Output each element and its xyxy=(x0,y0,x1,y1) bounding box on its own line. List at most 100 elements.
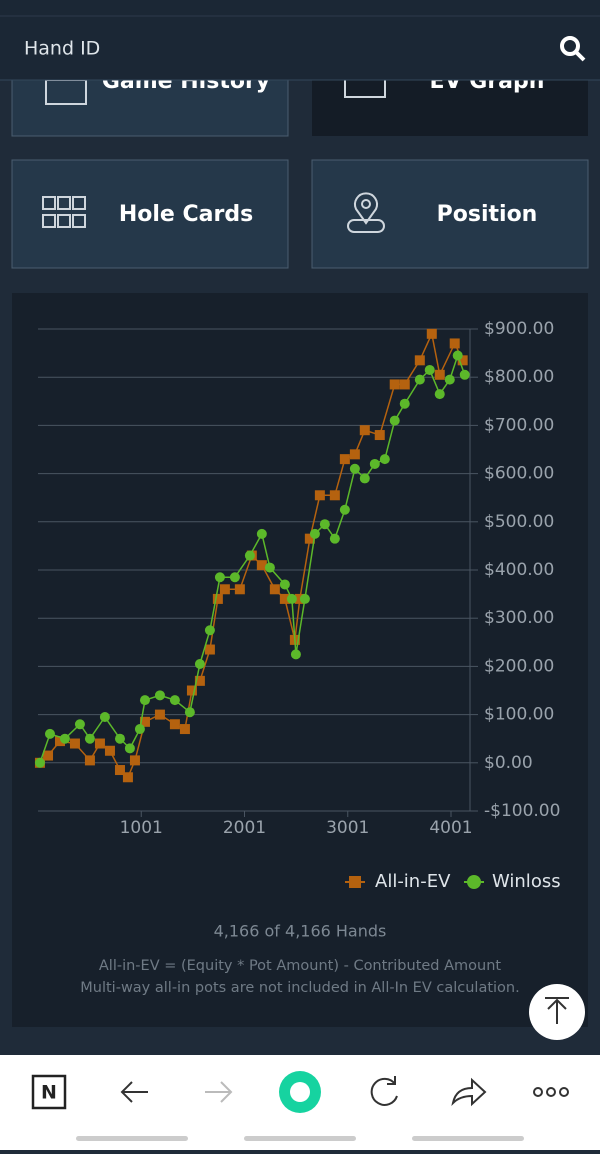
button-label[interactable]: Hole Cards xyxy=(119,202,253,227)
point xyxy=(434,389,445,400)
point xyxy=(286,593,297,604)
chart-panel xyxy=(12,293,588,1027)
note: All-in-EV = (Equity * Pot Amount) - Cont… xyxy=(99,958,502,974)
y-tick-label: $700.00 xyxy=(484,415,554,435)
point xyxy=(54,736,65,747)
y-tick-label: $800.00 xyxy=(484,367,554,387)
note: Multi-way all-in pots are not included i… xyxy=(80,980,519,996)
point xyxy=(194,675,205,686)
point xyxy=(134,724,145,735)
y-tick-label: $200.00 xyxy=(484,656,554,676)
tab-indicator xyxy=(244,1136,356,1141)
point xyxy=(434,369,445,380)
point xyxy=(214,572,225,583)
point xyxy=(374,430,385,441)
point xyxy=(44,728,55,739)
point xyxy=(426,328,437,339)
y-tick-label: $600.00 xyxy=(484,464,554,484)
point xyxy=(74,719,85,730)
point xyxy=(369,458,380,469)
point xyxy=(99,712,110,723)
point xyxy=(329,533,340,544)
forward-button[interactable] xyxy=(205,1081,233,1103)
point xyxy=(452,350,463,361)
icon xyxy=(290,1082,310,1102)
x-tick-label: 2001 xyxy=(223,818,266,838)
more-button[interactable] xyxy=(533,1087,569,1097)
point xyxy=(104,745,115,756)
point xyxy=(449,338,460,349)
logo: N xyxy=(41,1082,57,1104)
y-tick-label: $900.00 xyxy=(484,319,554,339)
point xyxy=(299,593,310,604)
y-tick-label: $100.00 xyxy=(484,705,554,725)
point xyxy=(314,490,325,501)
point xyxy=(84,733,95,744)
point xyxy=(204,625,215,636)
point xyxy=(319,519,330,530)
point xyxy=(139,695,150,706)
point xyxy=(179,724,190,735)
legend-label: Winloss xyxy=(492,871,561,892)
point xyxy=(389,415,400,426)
tab-indicator xyxy=(412,1136,524,1141)
y-tick-label: $0.00 xyxy=(484,753,533,773)
point xyxy=(349,463,360,474)
point xyxy=(444,374,455,385)
hand-count: 4,166 of 4,166 Hands xyxy=(214,922,387,941)
x-tick-label: 1001 xyxy=(120,818,163,838)
y-tick-label: -$100.00 xyxy=(484,801,560,821)
search-icon[interactable] xyxy=(560,36,586,62)
point xyxy=(459,369,470,380)
point xyxy=(169,695,180,706)
icon xyxy=(42,196,86,228)
point xyxy=(339,504,350,515)
point xyxy=(169,719,180,730)
point xyxy=(139,716,150,727)
header xyxy=(0,0,600,80)
point xyxy=(256,528,267,539)
point xyxy=(59,733,70,744)
search-input[interactable]: Hand ID xyxy=(24,38,100,60)
point xyxy=(204,644,215,655)
icon xyxy=(347,192,385,233)
point xyxy=(279,593,290,604)
point xyxy=(194,658,205,669)
point xyxy=(294,593,305,604)
point xyxy=(256,560,267,571)
point xyxy=(329,490,340,501)
point xyxy=(399,398,410,409)
share-button[interactable] xyxy=(451,1077,487,1107)
chart: $900.00 $800.00 $700.00 $600.00 $500.00 $400.… xyxy=(34,319,561,892)
point xyxy=(212,593,223,604)
position-button[interactable] xyxy=(311,159,589,269)
point xyxy=(424,364,435,375)
legend-swatch xyxy=(349,876,361,888)
point xyxy=(114,765,125,776)
y-tick-label: $300.00 xyxy=(484,608,554,628)
point xyxy=(234,584,245,595)
x-tick-label: 4001 xyxy=(429,818,472,838)
icon xyxy=(545,997,569,1024)
point xyxy=(69,738,80,749)
point xyxy=(457,355,468,366)
reload-button[interactable] xyxy=(370,1076,398,1106)
point xyxy=(269,584,280,595)
point xyxy=(290,649,301,660)
legend-label: All-in-EV xyxy=(375,871,451,892)
point xyxy=(349,449,360,460)
button-label[interactable]: Position xyxy=(437,202,538,227)
back-button[interactable] xyxy=(120,1081,148,1103)
y-tick-label: $500.00 xyxy=(484,512,554,532)
point xyxy=(279,579,290,590)
point xyxy=(304,533,315,544)
point xyxy=(359,425,370,436)
series-line xyxy=(39,331,464,779)
point xyxy=(264,562,275,573)
point xyxy=(219,584,230,595)
point xyxy=(129,755,140,766)
home-button[interactable] xyxy=(31,1074,67,1110)
point xyxy=(309,528,320,539)
point xyxy=(389,379,400,390)
point xyxy=(414,374,425,385)
